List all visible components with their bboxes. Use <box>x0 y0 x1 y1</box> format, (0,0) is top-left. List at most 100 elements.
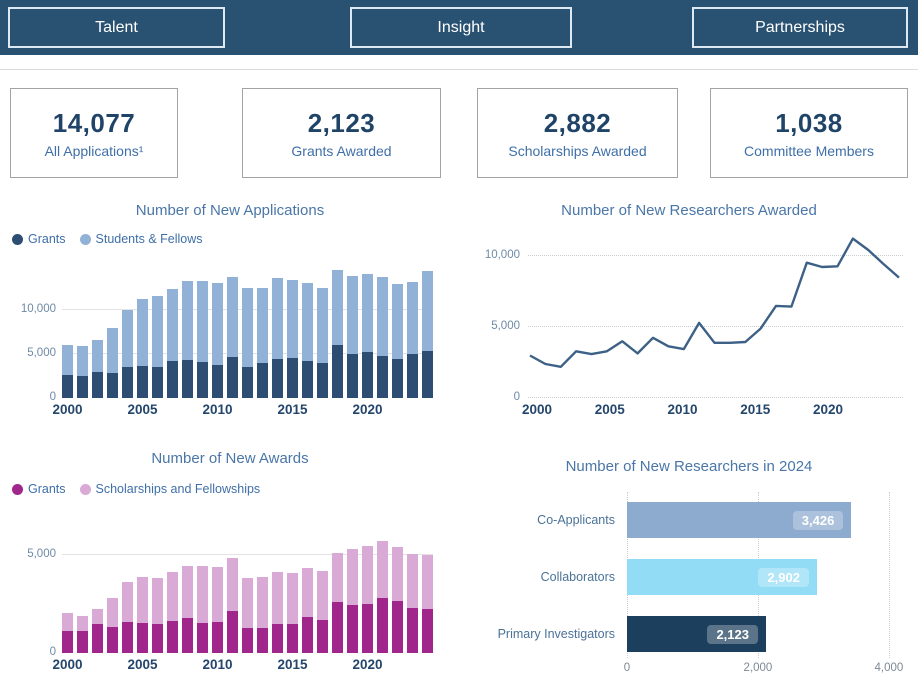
gridline-dotted <box>888 492 890 658</box>
top-nav-bar: Talent Insight Partnerships <box>0 0 918 55</box>
bar-segment-top <box>197 565 208 623</box>
bar-segment-top <box>377 540 388 598</box>
bar-2002 <box>92 339 103 398</box>
bar-2024 <box>422 554 433 653</box>
bar-2008 <box>182 280 193 398</box>
bar-2004 <box>122 582 133 653</box>
chart-new-researchers-2024: Number of New Researchers in 2024 Co-App… <box>460 440 918 688</box>
bar-2006 <box>152 578 163 653</box>
x-axis-label: 2010 <box>667 402 698 417</box>
bar-segment-top <box>287 573 298 625</box>
bar-segment-bottom <box>392 600 403 653</box>
x-axis-label: 2000 <box>52 402 83 417</box>
bar-segment-bottom <box>317 362 328 398</box>
bar-segment-bottom <box>377 597 388 653</box>
bar-group <box>62 266 433 398</box>
bar-segment-top <box>392 283 403 360</box>
bar-segment-bottom <box>122 367 133 398</box>
bar-segment-bottom <box>257 628 268 653</box>
bar-segment-bottom <box>152 623 163 653</box>
x-axis-label: 4,000 <box>874 662 904 674</box>
bar-segment-bottom <box>242 367 253 398</box>
tab-insight[interactable]: Insight <box>350 7 572 48</box>
hbar-primary-investigators: 2,123 <box>627 616 766 652</box>
x-axis-label: 2015 <box>277 657 308 672</box>
bar-segment-bottom <box>167 361 178 398</box>
x-axis-label: 2,000 <box>743 662 773 674</box>
bar-2021 <box>377 277 388 398</box>
plot-area <box>62 266 433 398</box>
bar-2022 <box>392 546 403 653</box>
category-label: Collaborators <box>540 570 615 584</box>
bar-2021 <box>377 540 388 653</box>
bar-2000 <box>62 612 73 653</box>
bar-2022 <box>392 283 403 398</box>
legend-label: Students & Fellows <box>95 232 203 246</box>
stat-value: 14,077 <box>52 107 136 138</box>
chart-title: Number of New Researchers Awarded <box>561 202 817 219</box>
bar-segment-bottom <box>122 621 133 653</box>
bar-segment-top <box>182 565 193 618</box>
bar-segment-top <box>257 577 268 629</box>
bar-segment-top <box>242 578 253 629</box>
bar-segment-top <box>227 277 238 358</box>
bar-segment-top <box>152 295 163 367</box>
bar-segment-top <box>422 554 433 609</box>
bar-segment-bottom <box>422 608 433 653</box>
bar-2001 <box>77 615 88 653</box>
legend-item-grants: Grants <box>12 482 66 496</box>
bar-segment-top <box>287 280 298 358</box>
stat-card-grants-awarded: 2,123 Grants Awarded <box>242 88 441 178</box>
bar-segment-bottom <box>347 604 358 653</box>
chart-new-researchers-awarded: Number of New Researchers Awarded 0 5,000… <box>460 195 918 430</box>
bar-segment-bottom <box>332 345 343 398</box>
bar-segment-bottom <box>407 354 418 398</box>
bar-segment-top <box>272 572 283 624</box>
bar-segment-top <box>182 280 193 361</box>
bar-2018 <box>332 269 343 398</box>
bar-segment-top <box>317 571 328 620</box>
bar-2006 <box>152 295 163 398</box>
bar-2024 <box>422 271 433 398</box>
bar-segment-top <box>77 346 88 376</box>
bar-segment-bottom <box>152 366 163 398</box>
bar-segment-top <box>167 288 178 362</box>
bar-segment-bottom <box>287 624 298 653</box>
y-axis-label: 0 <box>49 646 56 658</box>
bar-segment-bottom <box>107 372 118 398</box>
tab-talent[interactable]: Talent <box>8 7 225 48</box>
bar-segment-top <box>257 288 268 363</box>
legend-item-scholarships-fellowships: Scholarships and Fellowships <box>79 482 261 496</box>
bar-segment-bottom <box>137 366 148 398</box>
y-axis-label: 10,000 <box>20 303 56 315</box>
tab-partnerships[interactable]: Partnerships <box>692 7 908 48</box>
bar-segment-top <box>347 275 358 354</box>
bar-segment-top <box>272 278 283 359</box>
legend-label: Scholarships and Fellowships <box>95 482 261 496</box>
chart-title: Number of New Applications <box>135 202 325 219</box>
bar-segment-bottom <box>107 627 118 653</box>
category-label: Co-Applicants <box>537 513 615 527</box>
gridline-dotted <box>528 397 903 398</box>
bar-2015 <box>287 280 298 398</box>
bar-segment-top <box>302 568 313 617</box>
stat-label: All Applications¹ <box>44 142 144 159</box>
bar-2004 <box>122 310 133 398</box>
legend-swatch-grants <box>12 233 23 245</box>
value-label: 2,123 <box>707 624 758 644</box>
x-axis-label: 2000 <box>52 657 83 672</box>
bar-2013 <box>257 577 268 653</box>
bar-2005 <box>137 577 148 653</box>
bar-segment-bottom <box>227 357 238 398</box>
y-axis-label: 0 <box>513 391 520 403</box>
bar-2005 <box>137 299 148 398</box>
stat-value: 1,038 <box>775 107 843 138</box>
bar-segment-bottom <box>317 619 328 653</box>
gridline-dotted <box>528 255 903 257</box>
bar-2012 <box>242 578 253 653</box>
x-axis-label: 2010 <box>202 402 233 417</box>
y-axis-label: 10,000 <box>484 249 520 262</box>
bar-2017 <box>317 288 328 398</box>
bar-segment-top <box>347 548 358 605</box>
bar-segment-bottom <box>197 622 208 653</box>
